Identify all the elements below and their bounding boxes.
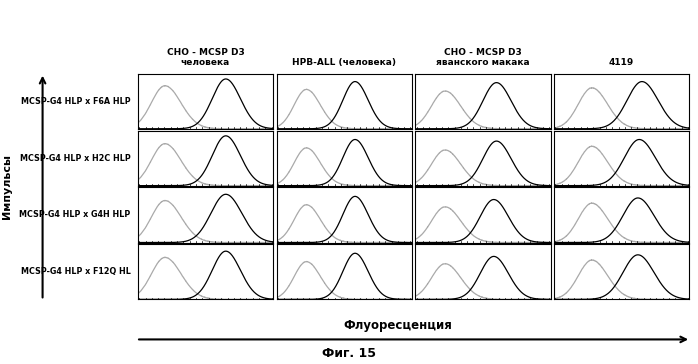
Text: Фиг. 15: Фиг. 15: [322, 347, 376, 360]
Text: CHO - MCSP D3
яванского макака: CHO - MCSP D3 яванского макака: [436, 48, 530, 67]
Text: MCSP-G4 HLP x F6A HLP: MCSP-G4 HLP x F6A HLP: [21, 97, 131, 106]
Text: MCSP-G4 HLP x G4H HLP: MCSP-G4 HLP x G4H HLP: [20, 210, 131, 219]
Text: Флуоресценция: Флуоресценция: [343, 319, 452, 332]
Text: 4119: 4119: [609, 58, 634, 67]
Text: Импульсы: Импульсы: [2, 154, 12, 219]
Text: HPB-ALL (человека): HPB-ALL (человека): [292, 58, 396, 67]
Text: MCSP-G4 HLP x F12Q HL: MCSP-G4 HLP x F12Q HL: [21, 268, 131, 276]
Text: CHO - MCSP D3
человека: CHO - MCSP D3 человека: [167, 48, 244, 67]
Text: MCSP-G4 HLP x H2C HLP: MCSP-G4 HLP x H2C HLP: [20, 154, 131, 163]
